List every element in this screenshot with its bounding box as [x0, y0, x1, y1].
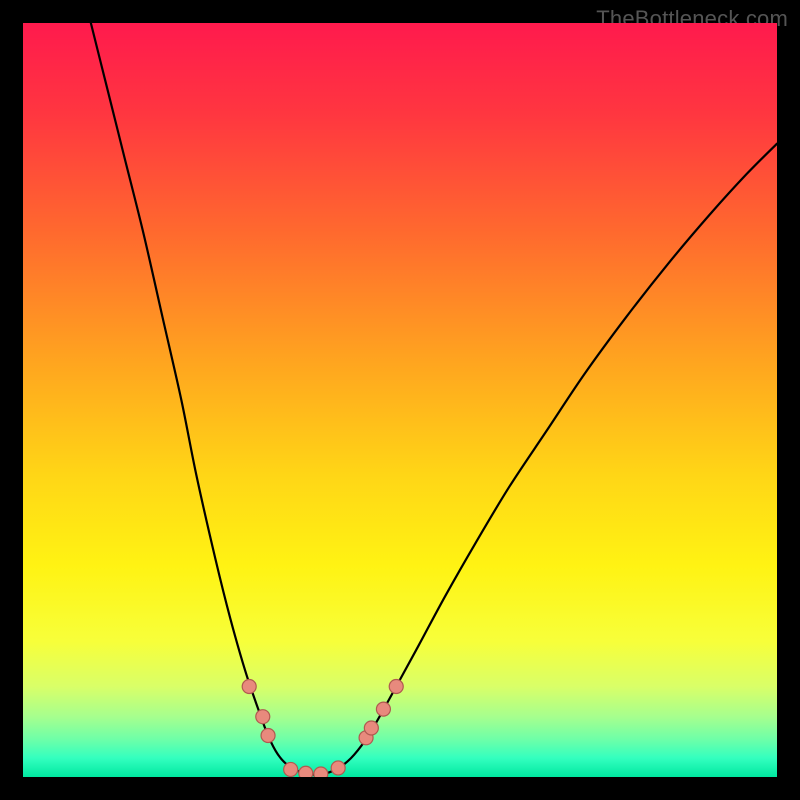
data-marker [284, 762, 298, 776]
plot-area [23, 23, 777, 777]
data-marker [364, 721, 378, 735]
data-marker [242, 680, 256, 694]
data-marker [256, 710, 270, 724]
bottleneck-curve-layer [23, 23, 777, 777]
data-marker [389, 680, 403, 694]
data-marker [331, 761, 345, 775]
bottleneck-curve [91, 23, 777, 775]
data-marker [261, 729, 275, 743]
data-marker [314, 767, 328, 777]
data-markers [242, 680, 403, 777]
data-marker [376, 702, 390, 716]
chart-outer-frame: TheBottleneck.com [0, 0, 800, 800]
data-marker [299, 766, 313, 777]
